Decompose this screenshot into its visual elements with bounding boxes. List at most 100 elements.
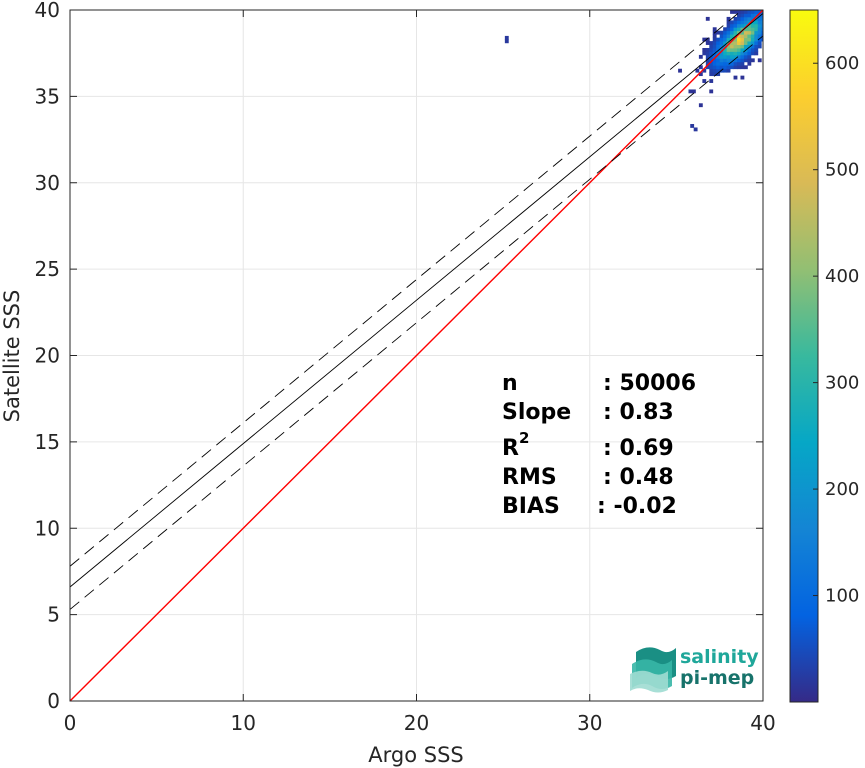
density-cell xyxy=(678,68,682,73)
density-cell xyxy=(726,44,731,49)
density-cell xyxy=(733,27,738,32)
density-cell xyxy=(733,51,738,56)
density-cell xyxy=(726,65,731,70)
density-cell xyxy=(747,44,752,49)
density-cell xyxy=(743,30,748,35)
density-cell xyxy=(743,20,748,25)
density-cell xyxy=(747,37,752,42)
fit-lower-line xyxy=(70,35,763,610)
density-cell xyxy=(702,51,707,56)
density-cell xyxy=(723,27,728,32)
density-cell xyxy=(737,51,741,56)
density-cell xyxy=(757,30,762,35)
density-cell xyxy=(740,48,745,52)
density-cell xyxy=(726,58,731,63)
density-cell xyxy=(712,48,717,52)
density-cell xyxy=(716,30,721,35)
density-cell xyxy=(750,48,755,52)
density-cell xyxy=(705,58,710,63)
density-cell xyxy=(747,30,752,35)
density-cell xyxy=(712,58,717,63)
density-cell xyxy=(754,10,759,14)
density-cell xyxy=(716,58,721,63)
density-cell xyxy=(709,79,714,83)
density-cell xyxy=(719,65,724,70)
y-tick-label: 10 xyxy=(35,516,60,540)
density-cell xyxy=(716,41,721,45)
y-tick-labels: 0 5 10 15 20 25 30 35 40 xyxy=(35,0,60,713)
density-cell xyxy=(737,34,741,39)
density-cell xyxy=(712,72,717,77)
logo-text-salinity: salinity xyxy=(680,646,759,668)
stat-label-rms: RMS xyxy=(502,465,557,490)
density-cell xyxy=(737,58,741,63)
stat-value-bias: : -0.02 xyxy=(597,494,677,519)
density-cell xyxy=(754,48,759,52)
density-cell xyxy=(733,58,738,63)
density-cell xyxy=(712,44,717,49)
colorbar-tick-label: 400 xyxy=(825,266,859,287)
density-cell xyxy=(743,27,748,32)
density-cell xyxy=(733,44,738,49)
density-cell xyxy=(737,61,741,66)
density-cell xyxy=(702,79,707,83)
density-cell xyxy=(761,16,763,21)
density-cell xyxy=(709,41,714,45)
density-cell xyxy=(712,54,717,59)
density-cell xyxy=(705,61,710,66)
density-cell xyxy=(733,23,738,28)
density-cell xyxy=(733,54,738,59)
colorbar-tick-label: 200 xyxy=(825,479,859,500)
density-cell xyxy=(761,10,763,14)
density-cell xyxy=(757,41,762,45)
stat-label-slope: Slope xyxy=(502,400,571,425)
density-cell xyxy=(730,61,734,66)
density-cell xyxy=(712,61,717,66)
stat-label-n: n xyxy=(502,371,518,396)
density-cell xyxy=(726,41,731,45)
y-tick-label: 0 xyxy=(47,689,60,713)
density-cell xyxy=(737,23,741,28)
density-cell xyxy=(747,34,752,39)
density-cell xyxy=(695,68,700,73)
density-cell xyxy=(726,23,731,28)
density-cell xyxy=(740,51,745,56)
density-cell xyxy=(743,37,748,42)
density-cell xyxy=(740,10,745,14)
density-cell xyxy=(712,34,717,39)
density-cell xyxy=(705,54,710,59)
density-cell xyxy=(730,23,734,28)
density-cell xyxy=(747,16,752,21)
density-cell xyxy=(737,16,741,21)
density-cell xyxy=(757,58,762,63)
density-cell xyxy=(726,48,731,52)
density-cell xyxy=(761,30,763,35)
density-cell xyxy=(733,37,738,42)
density-cell xyxy=(737,44,741,49)
density-cell xyxy=(709,51,714,56)
density-cell xyxy=(747,48,752,52)
density-cell xyxy=(702,48,707,52)
density-cell xyxy=(726,68,731,73)
colorbar-ticks: 100 200 300 400 500 600 xyxy=(789,9,859,703)
density-cell xyxy=(737,13,741,18)
density-cell xyxy=(750,30,755,35)
density-cell xyxy=(754,20,759,25)
density-cell xyxy=(757,10,762,14)
density-cell xyxy=(723,58,728,63)
density-cell xyxy=(750,44,755,49)
density-cell xyxy=(737,30,741,35)
colorbar xyxy=(790,10,818,702)
x-tick-label: 0 xyxy=(64,711,77,735)
density-cell xyxy=(733,65,738,70)
density-cell xyxy=(754,37,759,42)
density-cell xyxy=(743,65,748,70)
one-to-one-line xyxy=(70,10,763,701)
density-cell xyxy=(698,54,703,59)
density-cell xyxy=(723,44,728,49)
density-cell xyxy=(750,27,755,32)
density-cell xyxy=(719,54,724,59)
x-tick-label: 30 xyxy=(577,711,602,735)
density-cell xyxy=(726,20,731,25)
density-cell xyxy=(705,48,710,52)
